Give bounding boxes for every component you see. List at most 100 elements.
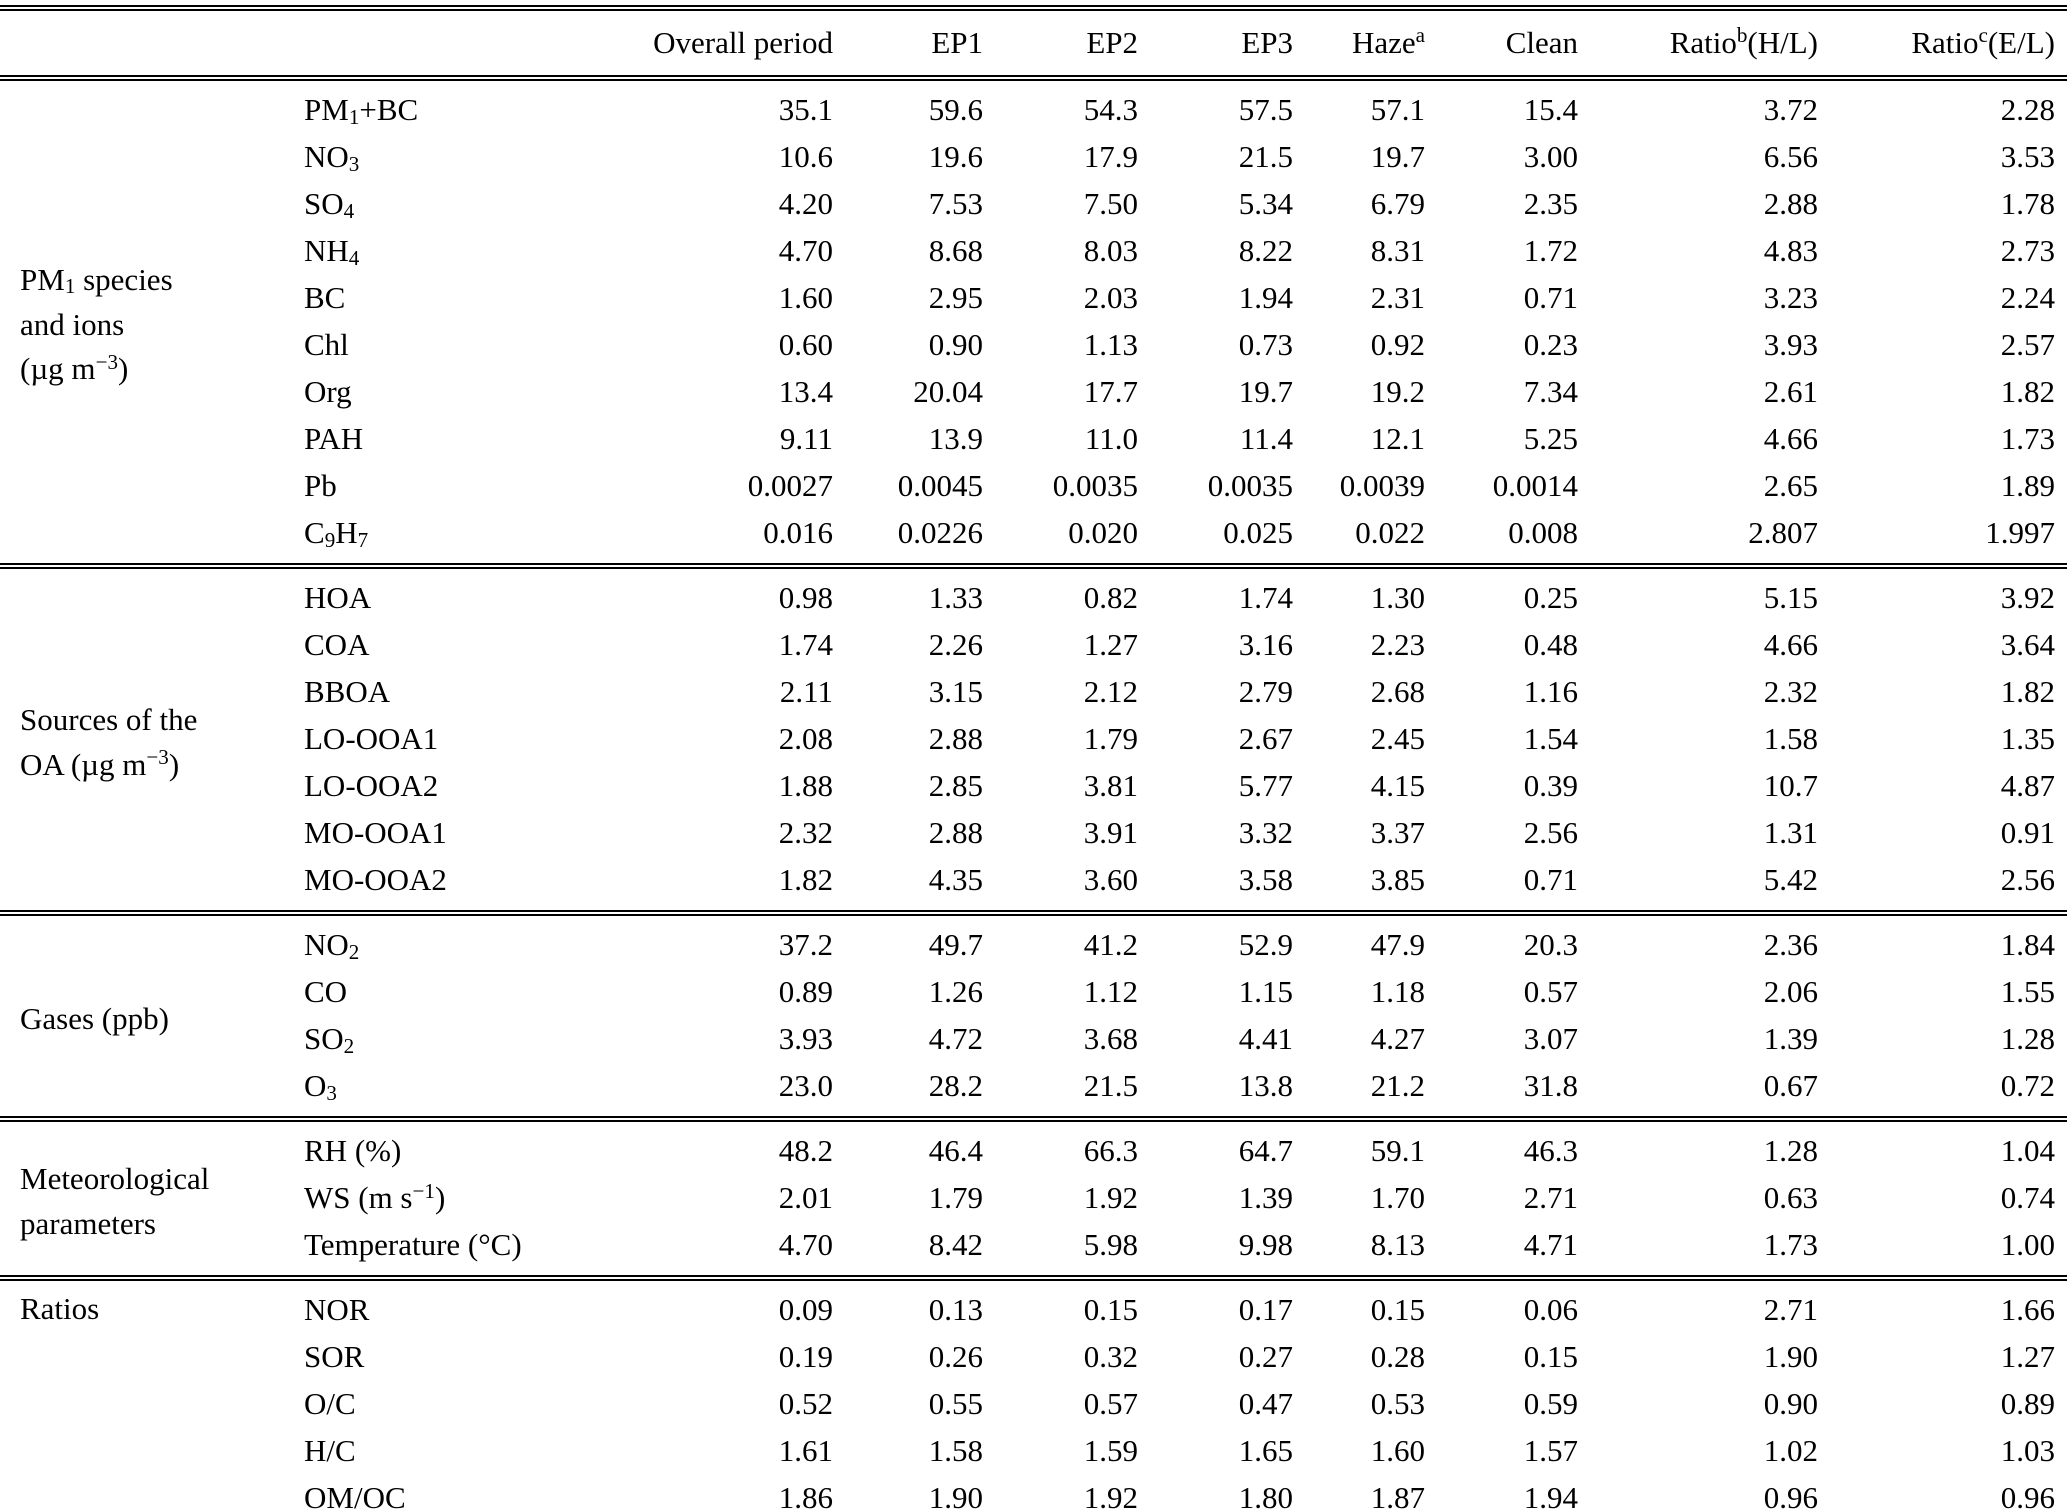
value-cell: 49.7 <box>845 910 995 969</box>
value-cell: 8.22 <box>1238 233 1293 269</box>
value-cell: 7.53 <box>928 186 983 222</box>
table-row: Temperature (°C) 4.70 8.42 5.98 9.98 8.13 4.71… <box>0 1222 2067 1278</box>
value-cell: 1.33 <box>845 563 995 622</box>
value-cell: 17.9 <box>1083 139 1138 175</box>
group-label-gases-ppb: Gases (ppb) <box>0 910 300 1119</box>
value-cell: 4.20 <box>778 186 833 222</box>
row-label-lo-ooa2: LO-OOA2 <box>304 768 439 804</box>
value-cell: 11.4 <box>1239 421 1293 457</box>
value-cell: 1.74 <box>778 627 833 663</box>
value-cell: 0.96 <box>1590 1475 1830 1511</box>
value-cell: 0.17 <box>1150 1275 1305 1334</box>
value-cell: 19.6 <box>928 139 983 175</box>
value-cell: 3.92 <box>1830 563 2067 622</box>
value-cell: 10.7 <box>1763 768 1818 804</box>
value-cell: 5.98 <box>1083 1227 1138 1263</box>
table-row: Org 13.4 20.04 17.7 19.7 19.2 7.34 2.61 1.82 <box>0 369 2067 416</box>
value-cell: 1.04 <box>1830 1116 2067 1175</box>
value-cell: 2.12 <box>1083 674 1138 710</box>
value-cell: 0.0035 <box>1207 468 1293 504</box>
value-cell: 3.53 <box>2000 139 2055 175</box>
value-cell: 2.45 <box>1370 721 1425 757</box>
table-row: O3 23.0 28.2 21.5 13.8 21.2 31.8 0.67 0.72 <box>0 1063 2067 1119</box>
value-cell: 0.0039 <box>1339 468 1425 504</box>
value-cell: 0.06 <box>1437 1275 1590 1334</box>
value-cell: 1.39 <box>1763 1021 1818 1057</box>
value-cell: 8.03 <box>1083 233 1138 269</box>
value-cell: 46.3 <box>1437 1116 1590 1175</box>
value-cell: 0.52 <box>778 1386 833 1422</box>
value-cell: 0.23 <box>1523 327 1578 363</box>
value-cell: 1.00 <box>2000 1227 2055 1263</box>
value-cell: 0.91 <box>2000 815 2055 851</box>
table-row: Pb 0.0027 0.0045 0.0035 0.0035 0.0039 0.0014 2.… <box>0 463 2067 510</box>
row-label-so2: SO2 <box>304 1021 355 1059</box>
table-row: LO-OOA1 2.08 2.88 1.79 2.67 2.45 1.54 1.58 1.35 <box>0 716 2067 763</box>
value-cell: 37.2 <box>565 910 845 969</box>
value-cell: 3.37 <box>1370 815 1425 851</box>
value-cell: 0.55 <box>928 1386 983 1422</box>
value-cell: 0.13 <box>845 1275 995 1334</box>
value-cell: 15.4 <box>1523 92 1578 128</box>
value-cell: 17.7 <box>1083 374 1138 410</box>
value-cell: 4.66 <box>1763 421 1818 457</box>
value-cell: 31.8 <box>1523 1068 1578 1104</box>
value-cell: 1.58 <box>1763 721 1818 757</box>
value-cell: 4.72 <box>928 1021 983 1057</box>
value-cell: 13.9 <box>928 421 983 457</box>
table-row: O/C 0.52 0.55 0.57 0.47 0.53 0.59 0.90 0.89 <box>0 1381 2067 1428</box>
value-cell: 0.020 <box>1068 515 1138 551</box>
value-cell: 54.3 <box>1083 92 1138 128</box>
table-row: Chl 0.60 0.90 1.13 0.73 0.92 0.23 3.93 2.57 <box>0 322 2067 369</box>
value-cell: 4.35 <box>928 862 983 898</box>
value-cell: 0.022 <box>1355 515 1425 551</box>
value-cell: 5.25 <box>1523 421 1578 457</box>
value-cell: 2.88 <box>1763 186 1818 222</box>
row-label-o/c: O/C <box>304 1386 356 1422</box>
value-cell: 0.57 <box>1083 1386 1138 1422</box>
header-row: Overall period EP1 EP2 EP3 Hazea Clean Ratiob(… <box>0 5 2067 81</box>
value-cell: 4.41 <box>1238 1021 1293 1057</box>
column-header-ratioc-e/l: Ratioc(E/L) <box>1830 5 2067 81</box>
value-cell: 2.08 <box>778 721 833 757</box>
statistics-table: Overall period EP1 EP2 EP3 Hazea Clean Ratiob(… <box>0 5 2067 1511</box>
value-cell: 1.28 <box>2000 1021 2055 1057</box>
value-cell: 0.72 <box>2000 1068 2055 1104</box>
value-cell: 1.65 <box>1238 1433 1293 1469</box>
value-cell: 12.1 <box>1370 421 1425 457</box>
value-cell: 2.807 <box>1748 515 1818 551</box>
table-row: LO-OOA2 1.88 2.85 3.81 5.77 4.15 0.39 10.7 4.87 <box>0 763 2067 810</box>
value-cell: 0.15 <box>1305 1275 1437 1334</box>
row-label-nor: NOR <box>300 1275 565 1334</box>
value-cell: 5.77 <box>1238 768 1293 804</box>
table-row: COA 1.74 2.26 1.27 3.16 2.23 0.48 4.66 3.64 <box>0 622 2067 669</box>
value-cell: 10.6 <box>778 139 833 175</box>
value-cell: 3.15 <box>928 674 983 710</box>
value-cell: 41.2 <box>995 910 1150 969</box>
group-label-ratios: Ratios <box>0 1275 300 1511</box>
table-row: BC 1.60 2.95 2.03 1.94 2.31 0.71 3.23 2.24 <box>0 275 2067 322</box>
value-cell: 0.53 <box>1370 1386 1425 1422</box>
value-cell: 11.0 <box>1084 421 1138 457</box>
row-label-no2: NO2 <box>300 910 565 969</box>
column-header-ep3: EP3 <box>1150 5 1305 81</box>
value-cell: 1.82 <box>2000 674 2055 710</box>
value-cell: 1.12 <box>1083 974 1138 1010</box>
value-cell: 0.39 <box>1523 768 1578 804</box>
value-cell: 2.32 <box>1763 674 1818 710</box>
value-cell: 0.32 <box>1083 1339 1138 1375</box>
row-label-ws-m-s-1: WS (m s−1) <box>304 1178 446 1216</box>
table-row: Meteorological parameters RH (%) 48.2 46.4 6… <box>0 1116 2067 1278</box>
table-row: WS (m s−1) 2.01 1.79 1.92 1.39 1.70 2.71 0.63 0.… <box>0 1175 2067 1222</box>
value-cell: 1.13 <box>1083 327 1138 363</box>
value-cell: 4.66 <box>1763 627 1818 663</box>
row-label-rh-%: RH (%) <box>300 1116 565 1175</box>
value-cell: 0.27 <box>1238 1339 1293 1375</box>
value-cell: 2.57 <box>2000 327 2055 363</box>
value-cell: 2.88 <box>928 815 983 851</box>
value-cell: 0.74 <box>2000 1180 2055 1216</box>
value-cell: 1.82 <box>2000 374 2055 410</box>
value-cell: 2.31 <box>1370 280 1425 316</box>
value-cell: 35.1 <box>778 92 833 128</box>
value-cell: 1.54 <box>1523 721 1578 757</box>
